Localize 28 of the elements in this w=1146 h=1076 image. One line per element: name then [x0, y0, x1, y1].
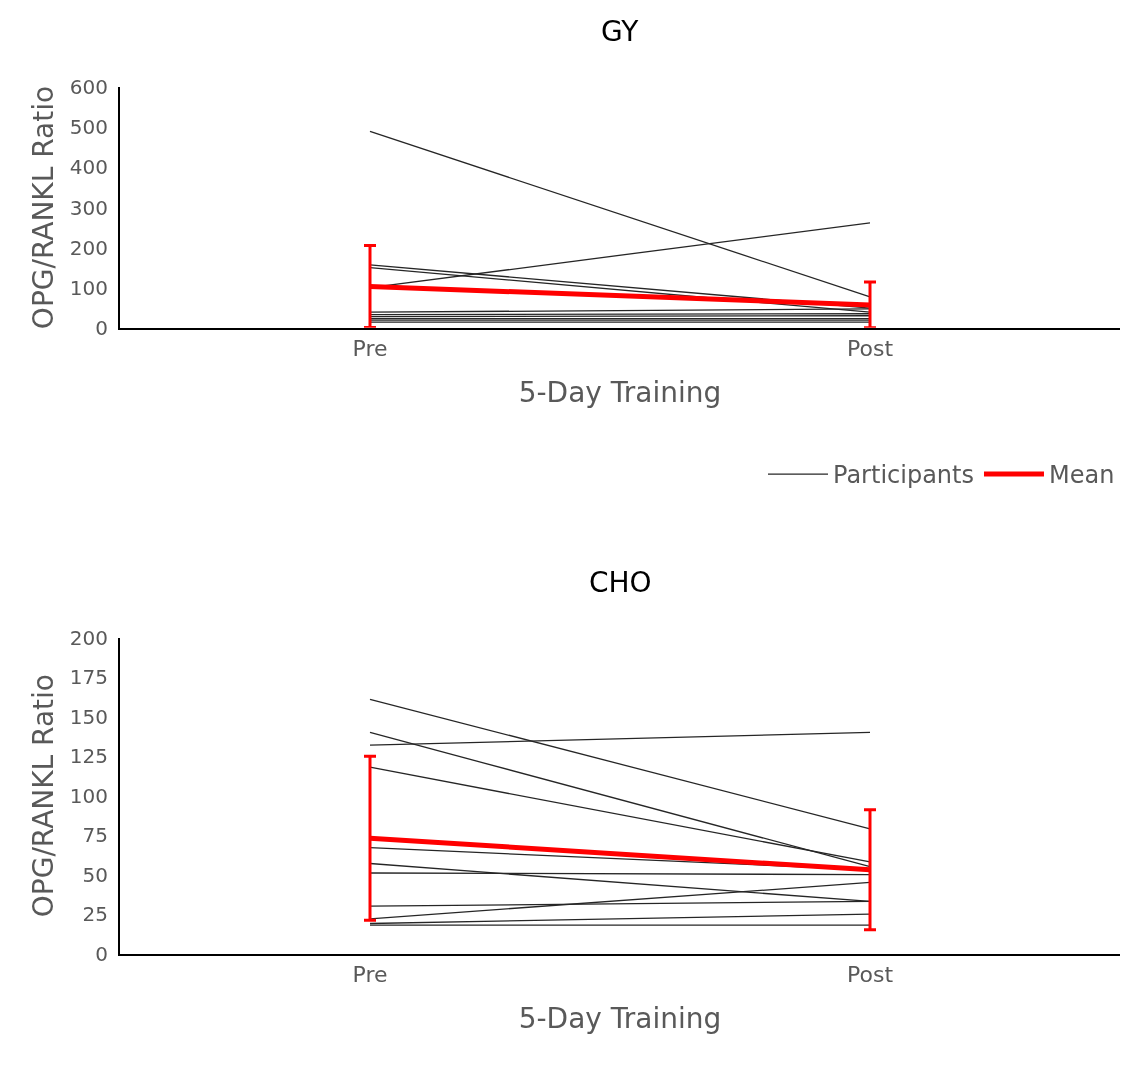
- legend-label: Participants: [833, 461, 974, 490]
- x-tick-label: Post: [846, 961, 894, 987]
- y-tick-label: 125: [69, 744, 108, 769]
- legend-label: Mean: [1048, 461, 1115, 490]
- y-tick-label: 0: [95, 315, 108, 340]
- y-tick-label: 75: [82, 823, 108, 848]
- y-tick-label: 25: [82, 902, 108, 927]
- y-tick-label: 300: [69, 195, 108, 220]
- y-axis-title: OPG/RANKL Ratio: [27, 85, 61, 330]
- y-tick-label: 175: [69, 665, 108, 690]
- y-tick-label: 200: [69, 235, 108, 260]
- y-tick-label: 600: [69, 75, 108, 100]
- y-axis-title: OPG/RANKL Ratio: [27, 674, 61, 918]
- y-tick-label: 100: [69, 783, 108, 808]
- chart-title: CHO: [589, 566, 652, 599]
- x-tick-label: Pre: [352, 961, 388, 987]
- x-axis-title: 5-Day Training: [518, 375, 722, 409]
- y-tick-label: 100: [69, 275, 108, 300]
- y-tick-label: 400: [69, 155, 108, 180]
- y-tick-label: 50: [82, 862, 108, 887]
- y-tick-label: 150: [69, 704, 108, 729]
- x-tick-label: Post: [846, 336, 894, 362]
- y-tick-label: 200: [69, 625, 108, 650]
- y-tick-label: 0: [95, 941, 108, 966]
- y-tick-label: 500: [69, 115, 108, 140]
- x-axis-title: 5-Day Training: [518, 1001, 722, 1035]
- x-tick-label: Pre: [352, 336, 388, 362]
- chart-title: GY: [601, 15, 640, 48]
